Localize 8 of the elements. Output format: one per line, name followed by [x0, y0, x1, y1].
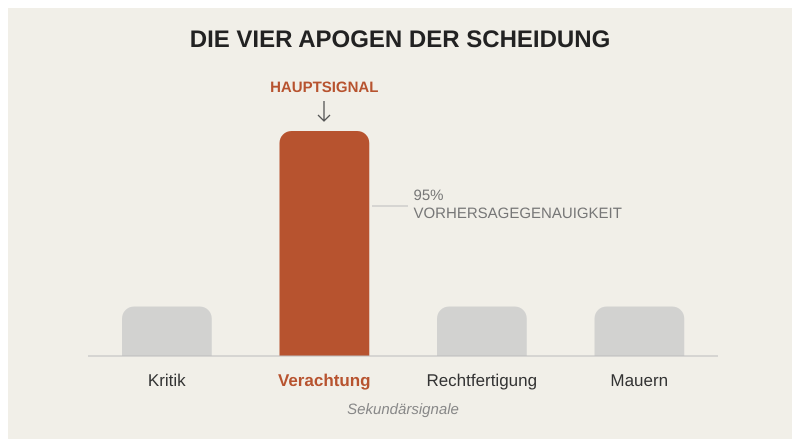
chart-title: DIE VIER APOGEN DER SCHEIDUNG [188, 26, 612, 54]
x-tick-label: Rechtfertigung [426, 371, 538, 390]
annotation: HAUPTSIGNAL [269, 79, 380, 96]
annotation: 95% VORHERSAGEGENAUIGKEIT [414, 187, 622, 224]
x-tick-label: Mauern [610, 371, 668, 390]
x-tick-label: Kritik [148, 371, 186, 390]
x-tick-label: Verachtung [278, 371, 371, 390]
x-axis-title: Sekundärsignale [346, 401, 460, 418]
